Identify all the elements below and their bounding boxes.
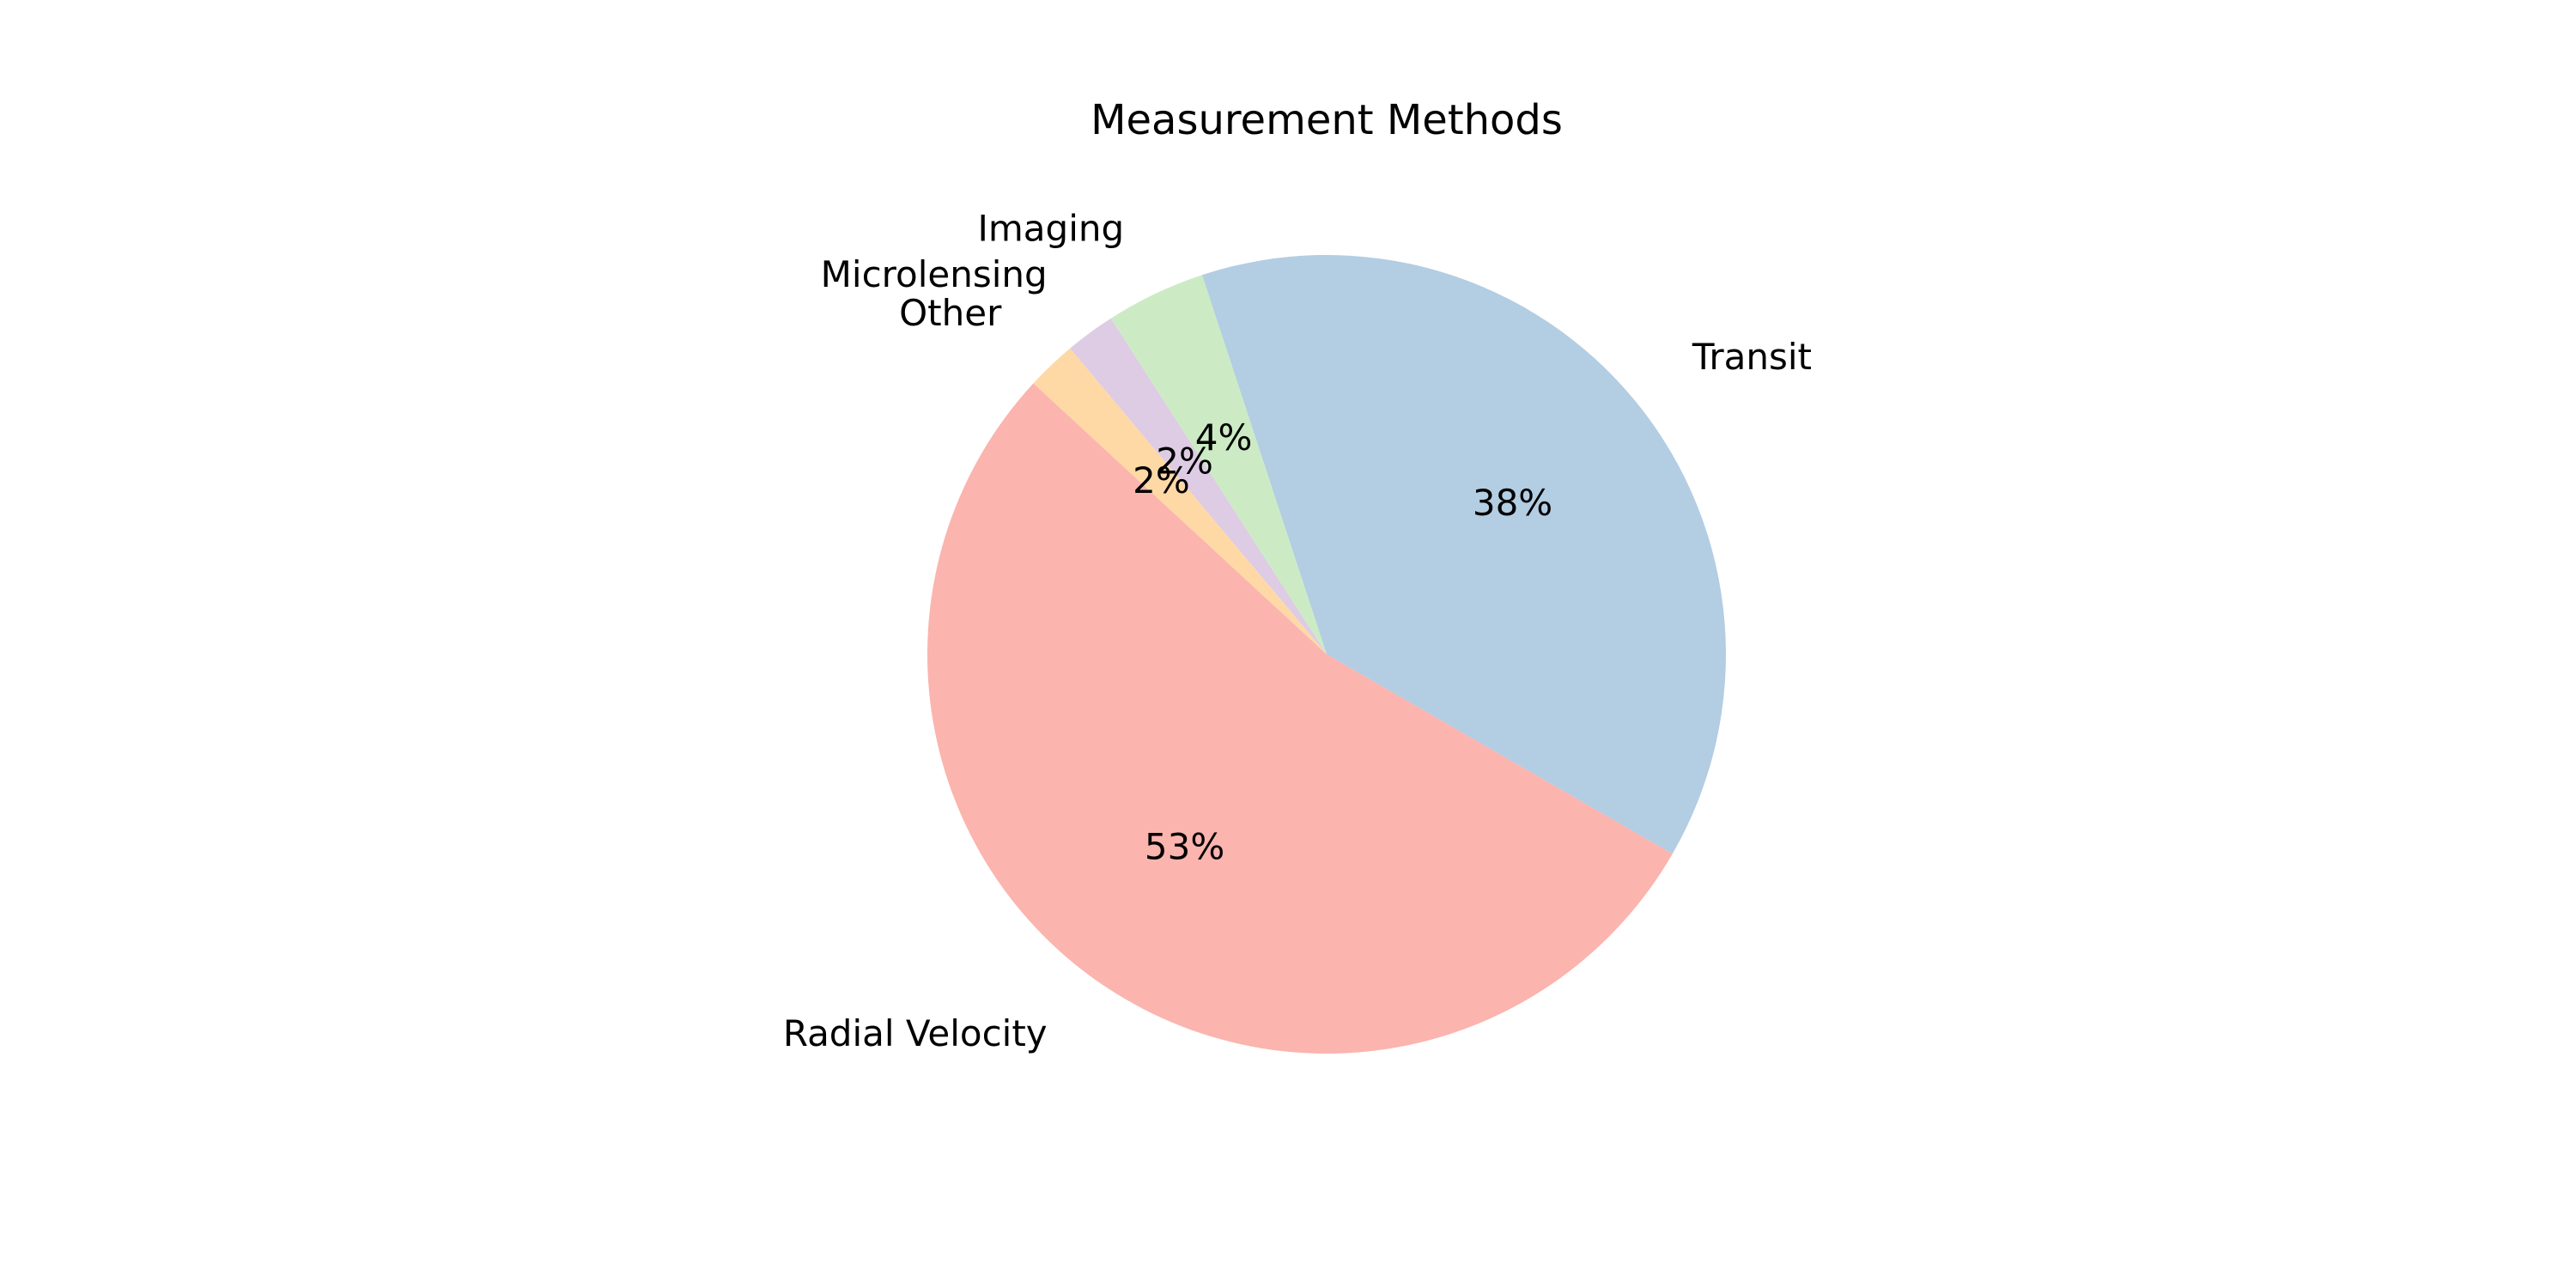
pie-slices	[927, 254, 1727, 1054]
percent-label-imaging: 4%	[1195, 416, 1253, 459]
percent-labels: 38% 4%2%2% 53%	[1133, 416, 1552, 868]
pie-slice-imaging	[1110, 275, 1327, 654]
slice-label-transit: Transit	[1692, 336, 1812, 378]
percent-label-other: 2%	[1133, 459, 1190, 501]
slice-label-microlensing: Microlensing	[821, 253, 1048, 295]
pie-slice-other	[1033, 348, 1327, 654]
percent-label-transit: 38%	[1473, 482, 1552, 524]
pie-slice-microlensing	[1070, 318, 1327, 654]
chart-title: Measurement Methods	[1091, 96, 1563, 144]
percent-label-microlensing: 2%	[1156, 440, 1213, 482]
pie-slice-transit	[1201, 254, 1727, 854]
slice-label-radial-velocity: Radial Velocity	[783, 1012, 1048, 1054]
slice-label-imaging: Imaging	[978, 208, 1125, 250]
slice-label-other: Other	[899, 292, 1002, 334]
pie-slice-radial-velocity	[927, 383, 1673, 1054]
percent-label-radial-velocity: 53%	[1145, 826, 1224, 868]
